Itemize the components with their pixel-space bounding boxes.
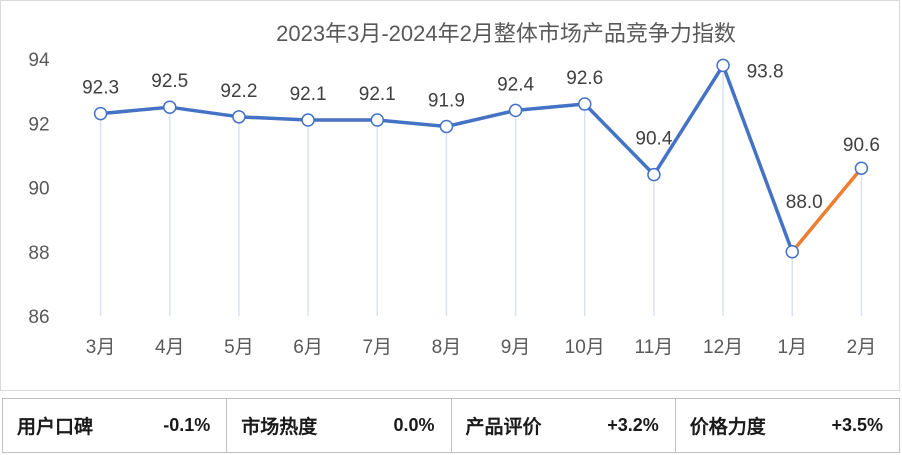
x-tick-label: 10月 <box>565 337 605 358</box>
data-point <box>370 113 384 127</box>
metric-label: 产品评价 <box>465 417 542 438</box>
y-tick-label: 92 <box>28 114 49 135</box>
x-tick-label: 4月 <box>155 337 185 358</box>
data-labels: 92.3 92.5 92.2 92.1 92.1 91.9 92.4 92.6 90.4 93.8… <box>82 61 880 212</box>
data-label: 90.4 <box>635 129 672 150</box>
data-label: 93.8 <box>747 61 784 82</box>
data-label: 92.6 <box>566 68 603 89</box>
metric-label: 价格力度 <box>689 417 766 438</box>
data-label: 92.4 <box>497 74 534 95</box>
x-tick-label: 3月 <box>86 337 116 358</box>
metric-value: -0.1% <box>163 415 211 435</box>
markers <box>93 58 869 259</box>
last-segment-line <box>790 166 864 254</box>
x-tick-label: 11月 <box>635 337 674 358</box>
x-tick-label: 5月 <box>224 337 254 358</box>
drop-lines <box>99 71 863 316</box>
metric-label: 用户口碑 <box>17 417 94 438</box>
data-label: 88.0 <box>786 192 823 213</box>
data-point <box>854 161 869 175</box>
data-point <box>232 110 246 124</box>
data-label: 92.2 <box>220 81 257 102</box>
data-point <box>578 97 592 111</box>
x-axis: 3月 4月 5月 6月 7月 8月 9月 10月 11月 12月 1月 2月 <box>86 337 876 358</box>
x-tick-label: 9月 <box>501 337 531 358</box>
metric-value: 0.0% <box>393 415 435 435</box>
metric-label: 市场热度 <box>241 417 318 438</box>
y-tick-label: 88 <box>28 243 49 264</box>
y-axis: 86 88 90 92 94 <box>28 50 50 328</box>
chart-frame: 2023年3月-2024年2月整体市场产品竞争力指数 86 88 90 92 94 3月… <box>0 0 900 391</box>
data-point <box>93 106 108 121</box>
y-tick-label: 90 <box>28 179 49 200</box>
chart-title: 2023年3月-2024年2月整体市场产品竞争力指数 <box>276 21 736 46</box>
metric-market-heat: 市场热度 0.0% <box>227 399 452 452</box>
metric-user-reputation: 用户口碑 -0.1% <box>3 399 228 452</box>
data-label: 90.6 <box>843 135 880 156</box>
data-point <box>439 119 454 134</box>
data-point <box>301 113 315 127</box>
line-chart: 2023年3月-2024年2月整体市场产品竞争力指数 86 88 90 92 94 3月… <box>28 21 880 358</box>
x-tick-label: 8月 <box>432 337 462 358</box>
data-point <box>785 245 799 259</box>
y-tick-label: 86 <box>28 307 49 328</box>
data-label: 92.3 <box>82 78 119 99</box>
y-tick-label: 94 <box>28 50 50 71</box>
x-tick-label: 2月 <box>847 337 877 358</box>
data-point <box>716 58 730 73</box>
x-tick-label: 7月 <box>362 337 392 358</box>
metric-product-review: 产品评价 +3.2% <box>452 399 676 452</box>
data-label: 92.5 <box>151 71 188 92</box>
metrics-bar: 用户口碑 -0.1% 市场热度 0.0% 产品评价 +3.2% 价格力度 +3.… <box>2 398 900 453</box>
data-label: 92.1 <box>290 84 327 105</box>
metric-price-strength: 价格力度 +3.5% <box>676 399 899 452</box>
series-lines <box>100 63 864 254</box>
x-tick-label: 12月 <box>703 337 743 358</box>
data-point <box>508 103 523 118</box>
data-point <box>163 100 177 114</box>
metric-value: +3.2% <box>607 415 659 435</box>
data-label: 91.9 <box>428 90 465 111</box>
metric-value: +3.5% <box>831 415 883 435</box>
data-label: 92.1 <box>359 84 396 105</box>
data-point <box>647 167 661 182</box>
x-tick-label: 6月 <box>293 337 323 358</box>
x-tick-label: 1月 <box>777 337 807 358</box>
